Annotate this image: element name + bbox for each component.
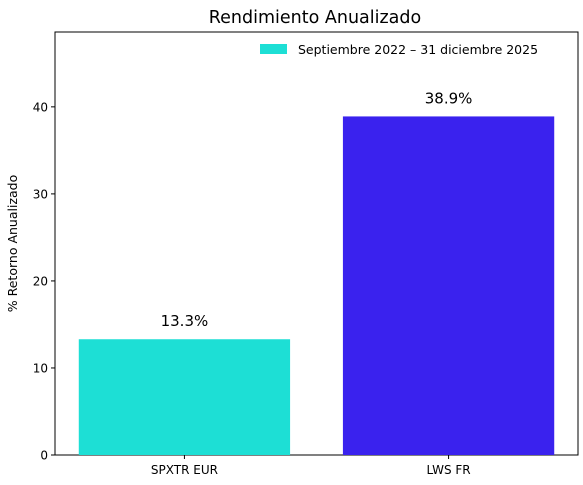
data-label: 38.9% — [425, 89, 473, 107]
bar-spxtr-eur — [78, 339, 291, 455]
y-tick-label: 10 — [33, 361, 48, 375]
plot-border — [54, 31, 579, 456]
legend-label: Septiembre 2022 – 31 diciembre 2025 — [298, 42, 538, 57]
data-labels: 13.3% 38.9% — [161, 89, 473, 330]
y-tick-label: 0 — [40, 449, 48, 463]
y-axis-label: % Retorno Anualizado — [5, 175, 20, 312]
legend-swatch — [260, 44, 287, 54]
y-axis-ticks: 0 10 20 30 40 — [33, 100, 55, 463]
plot-area — [54, 31, 579, 456]
bar-lws-fr — [342, 116, 555, 455]
x-tick-label: SPXTR EUR — [151, 463, 218, 477]
x-tick-label: LWS FR — [427, 463, 471, 477]
legend: Septiembre 2022 – 31 diciembre 2025 — [260, 42, 538, 57]
bars — [78, 116, 555, 455]
data-label: 13.3% — [161, 312, 209, 330]
y-tick-label: 20 — [33, 274, 48, 288]
chart-title: Rendimiento Anualizado — [209, 8, 421, 28]
y-tick-label: 40 — [33, 100, 48, 114]
y-tick-label: 30 — [33, 187, 48, 201]
x-axis-ticks: SPXTR EUR LWS FR — [151, 455, 471, 477]
